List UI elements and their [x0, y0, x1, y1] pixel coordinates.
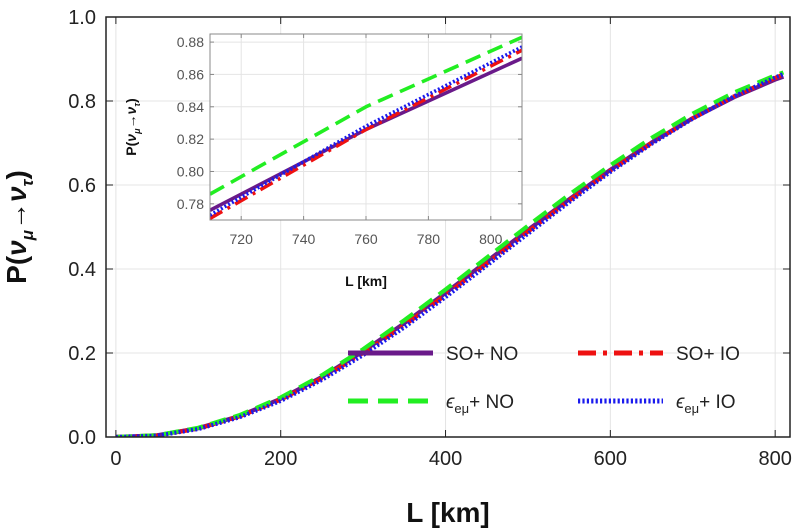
y-tick-label: 0.88: [177, 34, 204, 50]
series-line-1: [210, 48, 522, 220]
y-label-nu: ν: [1, 240, 32, 256]
y-tick-label: 0.84: [177, 99, 204, 115]
x-axis-label: L [km]: [345, 273, 387, 289]
y-label-close: ): [123, 98, 139, 103]
y-label-sub: τ: [132, 102, 142, 107]
y-label-prefix: P(: [123, 141, 139, 155]
y-label-sub: μ: [18, 229, 37, 241]
x-tick-label: 0: [110, 448, 121, 470]
legend-label-rest: + IO: [699, 392, 735, 413]
series-line-2: [210, 35, 522, 196]
series-line-2: [115, 70, 785, 437]
y-tick-label: 0.86: [177, 66, 204, 82]
legend-item-2: ϵeμ+ NO: [348, 392, 514, 416]
y-label-prefix: P(: [1, 255, 32, 284]
x-ticks: 720 740 760 780 800: [230, 34, 503, 247]
y-label-arrow: →: [1, 202, 32, 230]
y-tick-label: 0.6: [68, 175, 96, 197]
x-tick-label: 740: [292, 231, 316, 247]
y-tick-label: 0.0: [68, 427, 96, 449]
y-tick-label: 1.0: [68, 7, 96, 29]
x-tick-label: 200: [264, 448, 297, 470]
y-tick-label: 0.78: [177, 196, 204, 212]
y-ticks: 0.0 0.2 0.4 0.6 0.8 1.0: [68, 7, 790, 449]
y-label-nu: ν: [123, 106, 139, 114]
series-line-3: [115, 72, 785, 437]
y-axis-label: P(νμ→ντ): [1, 170, 37, 284]
legend-label: ϵeμ+ NO: [446, 392, 514, 416]
x-tick-label: 800: [758, 448, 791, 470]
y-tick-label: 0.80: [177, 163, 204, 179]
legend-label-epsilon: ϵ: [446, 392, 455, 413]
legend-label-sub: eμ: [684, 401, 699, 416]
y-label-sub: μ: [132, 128, 142, 135]
y-tick-label: 0.2: [68, 343, 96, 365]
y-label-close: ): [1, 170, 32, 179]
x-tick-label: 780: [417, 231, 441, 247]
legend-item-1: SO+ IO: [578, 344, 740, 365]
series-lines: [115, 70, 785, 437]
x-tick-label: 800: [479, 231, 503, 247]
x-axis-label: L [km]: [406, 497, 490, 528]
x-tick-label: 720: [230, 231, 254, 247]
legend-label-epsilon: ϵ: [676, 392, 685, 413]
y-tick-label: 0.82: [177, 131, 204, 147]
plot-frame: [105, 16, 791, 438]
series-line-3: [210, 45, 522, 217]
y-ticks: 0.78 0.80 0.82 0.84 0.86 0.88: [177, 34, 522, 212]
legend-label: SO+ NO: [446, 344, 518, 365]
legend-item-3: ϵeμ+ IO: [578, 392, 736, 416]
legend-label: SO+ IO: [676, 344, 740, 365]
inset-plot: 720 740 760 780 800 0.78 0.80 0.82 0.84 0.86 0.88 L…: [123, 33, 523, 289]
legend-label-sub: eμ: [454, 401, 469, 416]
x-tick-label: 400: [429, 448, 462, 470]
series-lines: [210, 35, 522, 220]
y-label-nu: ν: [1, 186, 32, 202]
x-tick-label: 760: [354, 231, 378, 247]
y-tick-label: 0.4: [68, 259, 96, 281]
y-tick-label: 0.8: [68, 91, 96, 113]
legend-label-rest: + NO: [469, 392, 514, 413]
x-ticks: 0 200 400 600 800: [110, 17, 792, 470]
y-label-arrow: →: [123, 114, 139, 128]
y-label-nu: ν: [123, 134, 139, 142]
legend-label: ϵeμ+ IO: [676, 392, 736, 416]
y-label-sub: τ: [18, 178, 37, 186]
y-axis-label: P(νμ→ντ): [123, 98, 142, 155]
legend-item-0: SO+ NO: [348, 344, 518, 365]
x-tick-label: 600: [594, 448, 627, 470]
